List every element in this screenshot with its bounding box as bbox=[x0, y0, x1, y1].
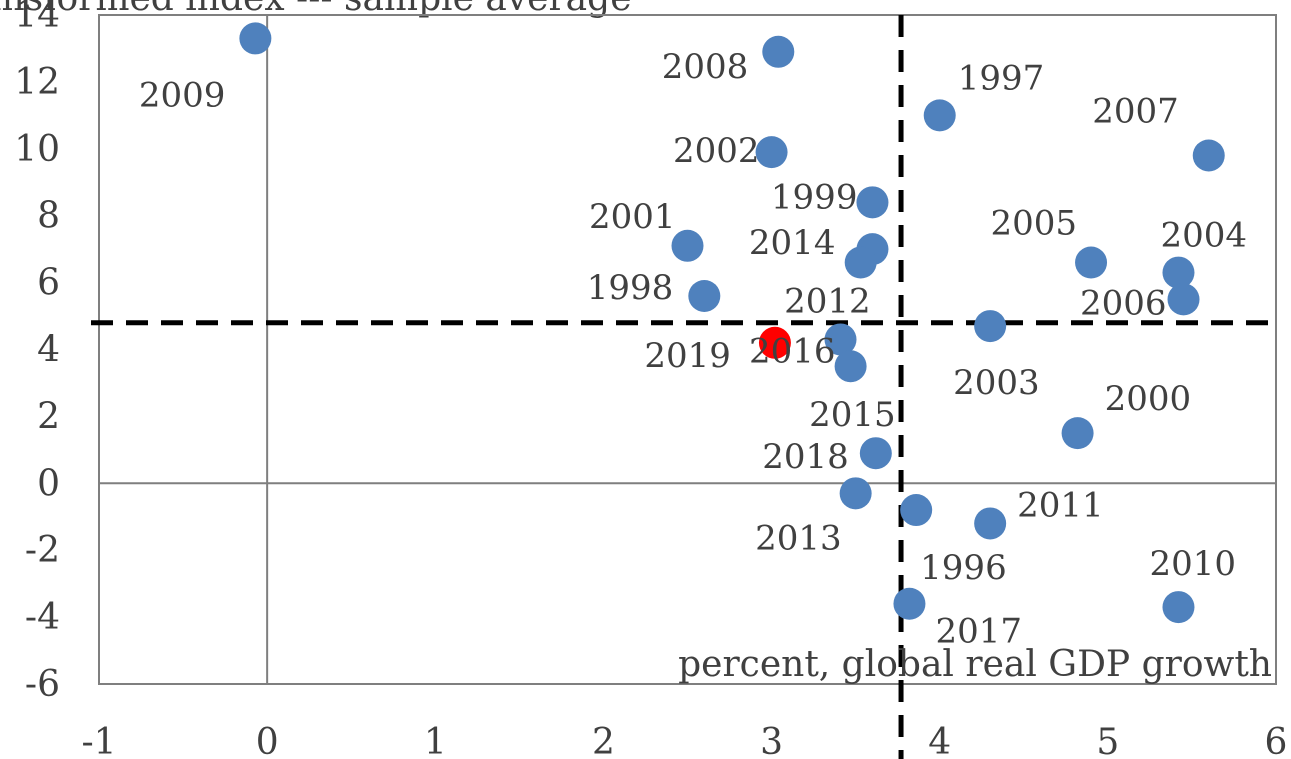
data-point-2011 bbox=[974, 507, 1007, 540]
point-label-2005: 2005 bbox=[991, 204, 1078, 244]
chart-header: ansformed index --- sample average bbox=[0, 0, 632, 19]
data-point-2007 bbox=[1192, 139, 1225, 172]
y-tick-label: -6 bbox=[25, 664, 60, 705]
point-label-2014: 2014 bbox=[749, 223, 836, 263]
data-point-2002 bbox=[755, 136, 788, 169]
data-point-2009 bbox=[239, 22, 272, 55]
y-tick-label: 12 bbox=[14, 62, 60, 103]
data-point-2001 bbox=[671, 229, 704, 262]
data-point-2012 bbox=[844, 246, 877, 279]
data-point-1999 bbox=[856, 186, 889, 219]
point-label-2002: 2002 bbox=[673, 131, 760, 171]
data-point-1996 bbox=[900, 494, 933, 527]
data-point-2017 bbox=[893, 587, 926, 620]
point-label-1998: 1998 bbox=[587, 268, 674, 308]
point-label-2001: 2001 bbox=[589, 197, 676, 237]
point-label-2007: 2007 bbox=[1092, 91, 1179, 131]
x-tick-label: 4 bbox=[928, 722, 951, 759]
point-label-1999: 1999 bbox=[771, 177, 858, 217]
plot-area-frame bbox=[98, 14, 1277, 685]
y-tick-label: 10 bbox=[14, 129, 60, 170]
point-label-2017: 2017 bbox=[935, 612, 1022, 652]
point-label-2000: 2000 bbox=[1105, 379, 1192, 419]
y-tick-label: 14 bbox=[14, 0, 60, 36]
chart-annotation: percent, global real GDP growth bbox=[678, 644, 1272, 685]
data-point-2010 bbox=[1162, 591, 1195, 624]
point-label-2013: 2013 bbox=[755, 518, 842, 558]
data-point-2008 bbox=[762, 35, 795, 68]
x-axis-tick-labels: -1 0 1 2 3 4 5 6 bbox=[81, 722, 1287, 759]
point-label-2003: 2003 bbox=[953, 363, 1040, 403]
x-tick-label: 6 bbox=[1265, 722, 1288, 759]
data-point-2005 bbox=[1075, 246, 1108, 279]
data-point-2003 bbox=[974, 310, 1007, 343]
chart-header-fragment: ansformed index --- sample average bbox=[0, 0, 632, 19]
data-point-2018 bbox=[859, 437, 892, 470]
y-tick-label: -4 bbox=[25, 597, 60, 638]
point-label-2016: 2016 bbox=[749, 331, 836, 371]
data-point-1997 bbox=[923, 99, 956, 132]
point-label-2008: 2008 bbox=[662, 47, 749, 87]
point-label-2009: 2009 bbox=[139, 75, 226, 115]
point-label-2018: 2018 bbox=[762, 437, 849, 477]
x-tick-label: 2 bbox=[592, 722, 615, 759]
point-label-2006: 2006 bbox=[1080, 283, 1167, 323]
point-label-2019: 2019 bbox=[644, 336, 731, 376]
data-point-2006 bbox=[1167, 283, 1200, 316]
data-point-2016 bbox=[824, 323, 857, 356]
x-tick-label: 1 bbox=[424, 722, 447, 759]
data-point-2000 bbox=[1061, 417, 1094, 450]
point-label-2015: 2015 bbox=[809, 395, 896, 435]
point-label-2004: 2004 bbox=[1160, 216, 1247, 256]
data-points bbox=[239, 22, 1225, 624]
data-point-labels: 2009 2008 1997 2007 2002 1999 2001 2014 2012 2005… bbox=[139, 47, 1247, 652]
point-label-1996: 1996 bbox=[920, 548, 1007, 588]
data-point-2004 bbox=[1162, 256, 1195, 289]
point-label-1997: 1997 bbox=[958, 58, 1045, 98]
x-tick-label: -1 bbox=[81, 722, 116, 759]
y-tick-label: 2 bbox=[37, 396, 60, 437]
point-label-2010: 2010 bbox=[1149, 544, 1236, 584]
y-tick-label: 6 bbox=[37, 263, 60, 304]
data-point-2013 bbox=[839, 477, 872, 510]
data-point-1998 bbox=[688, 279, 721, 312]
sample-average-lines bbox=[91, 15, 1280, 759]
point-label-2011: 2011 bbox=[1017, 485, 1104, 525]
y-axis-tick-labels: -6 -4 -2 0 2 4 6 8 10 12 14 bbox=[14, 0, 60, 705]
y-tick-label: -2 bbox=[25, 530, 60, 571]
point-label-2012: 2012 bbox=[784, 282, 871, 322]
x-tick-label: 3 bbox=[760, 722, 783, 759]
x-tick-label: 5 bbox=[1096, 722, 1119, 759]
y-tick-label: 8 bbox=[37, 196, 60, 237]
data-point-2015 bbox=[834, 350, 867, 383]
x-tick-label: 0 bbox=[256, 722, 279, 759]
y-tick-label: 0 bbox=[37, 463, 60, 504]
zero-lines bbox=[99, 15, 1276, 684]
data-point-2019 bbox=[758, 326, 791, 359]
y-tick-label: 4 bbox=[37, 330, 60, 371]
